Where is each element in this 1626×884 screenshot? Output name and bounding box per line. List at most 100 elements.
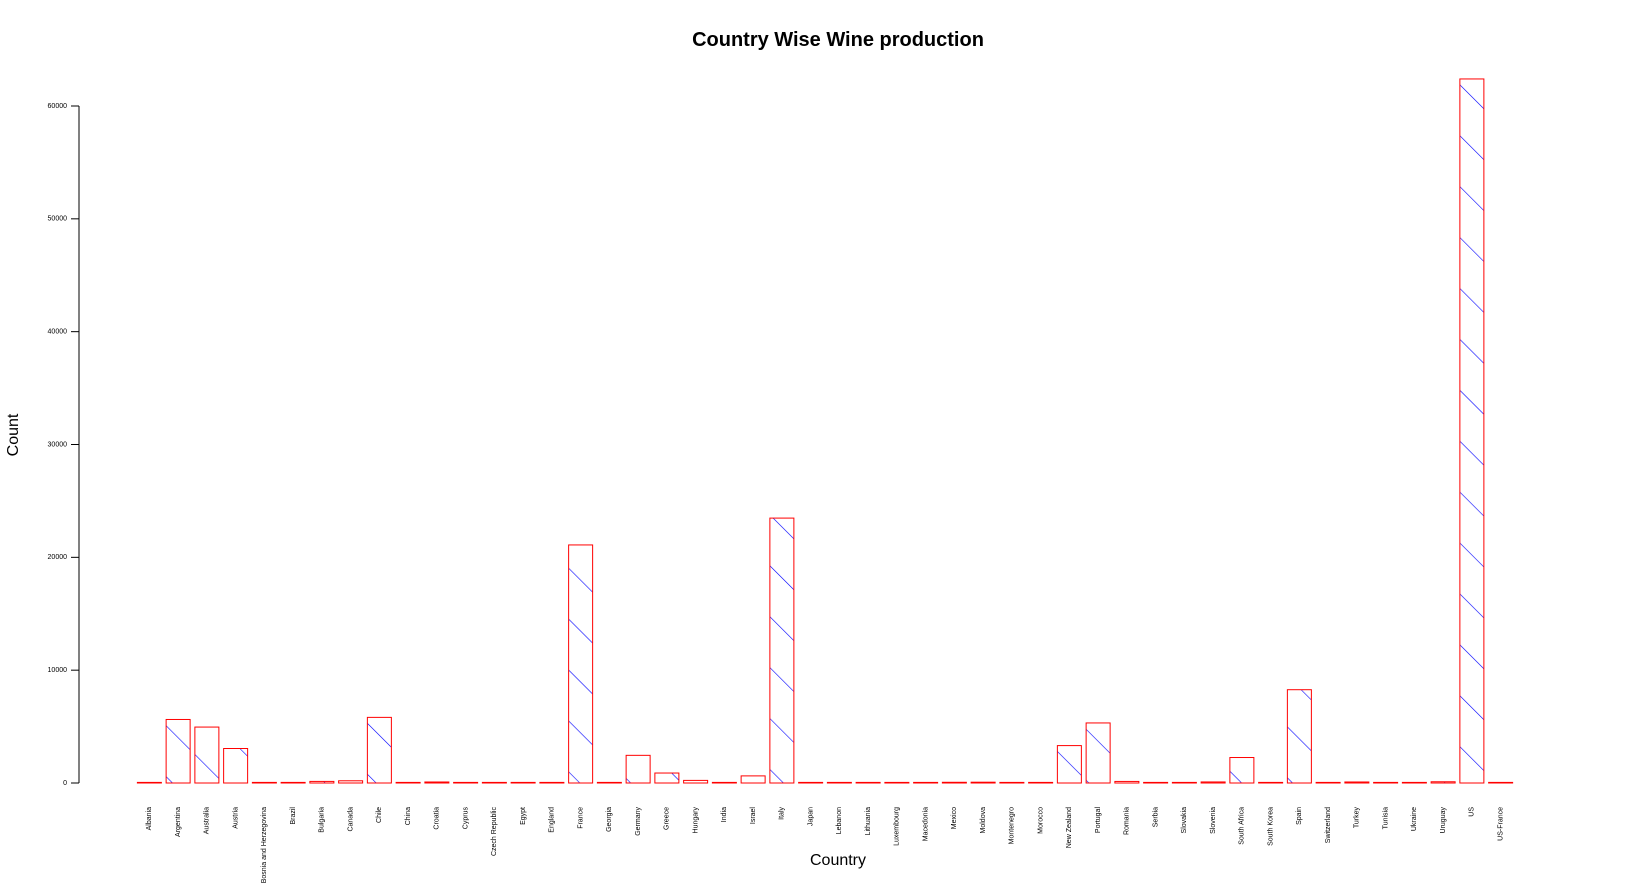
bar-tunisia xyxy=(1373,781,1399,784)
bar-hatch xyxy=(741,775,766,783)
x-tick-label: Brazil xyxy=(290,807,297,825)
x-tick-label: Austria xyxy=(232,807,239,829)
y-tick-label: 20000 xyxy=(48,554,68,561)
bar-australia xyxy=(194,726,220,784)
x-tick-label: Bosnia and Herzegovina xyxy=(261,807,268,883)
bar-germany xyxy=(625,754,651,784)
bar-romania xyxy=(1114,780,1140,784)
bar-bulgaria xyxy=(309,780,335,784)
bar-bosnia-and-herzegovina xyxy=(251,781,277,784)
y-axis: 0 10000 20000 30000 40000 50000 60000 xyxy=(48,103,80,787)
bar-hatch xyxy=(338,780,363,783)
x-tick-label: Slovenia xyxy=(1210,807,1217,834)
bar-israel xyxy=(740,775,766,784)
bar-morocco xyxy=(1028,781,1054,784)
x-tick-label: France xyxy=(577,807,584,829)
x-tick-label: Chile xyxy=(376,807,383,823)
x-tick-label: Germany xyxy=(635,807,642,836)
bar-hatch xyxy=(166,719,191,783)
bar-lithuania xyxy=(855,781,881,784)
x-tick-label: Lithuania xyxy=(865,807,872,836)
x-tick-label: South Africa xyxy=(1239,807,1246,845)
x-tick-label: Portugal xyxy=(1095,807,1102,834)
x-tick-label: Switzerland xyxy=(1325,807,1332,843)
bar-hatch xyxy=(1229,757,1254,783)
bar-hatch xyxy=(1431,781,1456,783)
x-tick-label: Spain xyxy=(1296,807,1303,825)
bar-mexico xyxy=(941,781,967,784)
bar-hatch xyxy=(1344,781,1369,783)
bar-montenegro xyxy=(999,781,1025,784)
x-tick-label: Australia xyxy=(204,807,211,834)
x-tick-label: Czech Republic xyxy=(491,807,498,857)
x-tick-label: Albania xyxy=(146,807,153,830)
bar-hatch xyxy=(424,781,449,783)
bar-portugal xyxy=(1085,722,1111,784)
bar-france xyxy=(568,544,594,784)
x-tick-label: Egypt xyxy=(520,807,527,825)
bars-group xyxy=(136,78,1514,784)
x-tick-label: Hungary xyxy=(692,807,699,834)
bar-moldova xyxy=(970,781,996,784)
x-tick-label: England xyxy=(549,807,556,833)
bar-uruguay xyxy=(1430,781,1456,784)
bar-macedonia xyxy=(913,781,939,784)
bar-cyprus xyxy=(453,781,479,784)
bar-hatch xyxy=(654,773,679,783)
bar-us xyxy=(1459,78,1485,784)
x-tick-label: US xyxy=(1469,807,1476,817)
x-tick-label: Romania xyxy=(1124,807,1131,835)
x-tick-label: Mexico xyxy=(951,807,958,829)
bar-greece xyxy=(654,772,680,784)
bar-hatch xyxy=(568,544,593,783)
bar-hatch xyxy=(223,748,248,783)
x-tick-label: Canada xyxy=(347,807,354,832)
y-tick-label: 30000 xyxy=(48,441,68,448)
bar-croatia xyxy=(424,781,450,784)
bar-egypt xyxy=(510,781,536,784)
bar-hatch xyxy=(1459,78,1484,783)
x-tick-label: Luxembourg xyxy=(894,807,901,846)
bar-hatch xyxy=(1086,722,1111,783)
bar-albania xyxy=(136,781,162,784)
x-tick-label: Argentina xyxy=(175,807,182,837)
x-tick-label: Georgia xyxy=(606,807,613,832)
bar-turkey xyxy=(1344,781,1370,784)
y-axis-label: Count xyxy=(5,413,22,456)
bar-serbia xyxy=(1143,781,1169,784)
bar-hatch xyxy=(1201,781,1226,783)
x-tick-label: Ukraine xyxy=(1411,807,1418,831)
x-tick-label: Israel xyxy=(750,807,757,825)
y-tick-label: 10000 xyxy=(48,667,68,674)
bar-argentina xyxy=(165,718,191,784)
x-tick-label: Morocco xyxy=(1037,807,1044,834)
x-tick-label: Montenegro xyxy=(1009,807,1016,844)
x-tick-labels: Albania Argentina Australia Austria Bosnia a… xyxy=(146,807,1504,884)
bar-south-africa xyxy=(1229,757,1255,784)
x-tick-label: Italy xyxy=(779,807,786,820)
bar-hatch xyxy=(626,755,651,783)
bar-czech-republic xyxy=(481,781,507,784)
bar-hatch xyxy=(769,518,794,783)
bar-lebanon xyxy=(826,781,852,784)
bar-brazil xyxy=(280,781,306,784)
bar-hatch xyxy=(1114,781,1139,783)
y-tick-label: 0 xyxy=(63,780,67,787)
bar-hatch xyxy=(1287,689,1312,783)
bar-new-zealand xyxy=(1056,745,1082,784)
x-tick-label: US-France xyxy=(1497,807,1504,841)
bar-luxembourg xyxy=(884,781,910,784)
x-tick-label: Turkey xyxy=(1354,807,1361,829)
bar-spain xyxy=(1286,689,1312,784)
bar-south-korea xyxy=(1258,781,1284,784)
bar-georgia xyxy=(596,781,622,784)
x-tick-label: Tunisia xyxy=(1382,807,1389,829)
bar-hatch xyxy=(309,781,334,783)
bar-hatch xyxy=(683,780,708,783)
bar-chile xyxy=(366,716,392,784)
bar-ukraine xyxy=(1401,781,1427,784)
bar-japan xyxy=(798,781,824,784)
bar-canada xyxy=(338,780,364,784)
x-tick-label: New Zealand xyxy=(1066,807,1073,848)
